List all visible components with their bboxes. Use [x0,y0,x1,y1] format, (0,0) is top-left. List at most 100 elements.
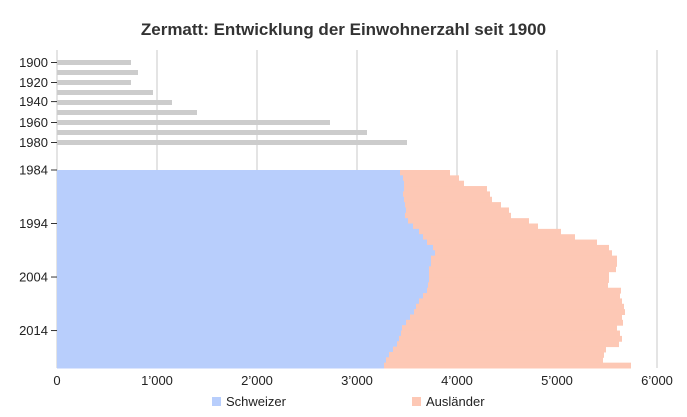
bar-auslaender-1997 [427,239,597,246]
bar-auslaender-2008 [419,298,622,305]
x-tick-label: 0 [53,373,60,388]
y-tick-label: 1940 [19,94,48,109]
bar-schweizer-1991 [57,207,406,214]
bar-auslaender-2019 [386,357,603,364]
bar-schweizer-1998 [57,244,433,251]
bar-auslaender-1992 [405,212,511,219]
census-bar-1930 [57,90,153,95]
bar-auslaender-2003 [429,271,609,278]
bar-schweizer-2019 [57,357,386,364]
chart-title: Zermatt: Entwicklung der Einwohnerzahl s… [140,20,547,39]
y-tick-label: 2004 [19,270,48,285]
bar-auslaender-2012 [406,319,623,326]
bar-auslaender-2015 [399,335,622,342]
bar-auslaender-1995 [419,228,561,235]
bar-schweizer-2001 [57,260,431,267]
bar-schweizer-1990 [57,202,405,208]
bar-auslaender-1994 [413,223,538,230]
y-tick-label: 1984 [19,163,48,178]
bar-schweizer-2003 [57,271,429,278]
bar-auslaender-1984 [400,170,450,176]
legend-label: Ausländer [426,394,485,409]
census-bar-1960 [57,120,330,125]
bar-auslaender-2009 [416,303,624,310]
x-tick-label: 3’000 [341,373,373,388]
x-tick-label: 5’000 [541,373,573,388]
bar-schweizer-2009 [57,303,416,310]
bar-auslaender-2018 [389,351,604,358]
x-tick-label: 4’000 [441,373,473,388]
bar-schweizer-2011 [57,314,410,321]
y-tick-label: 1994 [19,216,48,231]
y-tick-label: 2014 [19,323,48,338]
x-tick-label: 6’000 [641,373,673,388]
bar-auslaender-2004 [429,277,609,283]
bar-auslaender-1985 [403,175,459,182]
bar-auslaender-1988 [403,191,490,198]
bar-schweizer-2015 [57,335,399,342]
bar-schweizer-1996 [57,234,423,241]
bar-schweizer-2013 [57,325,402,332]
bar-auslaender-1990 [405,202,501,208]
bar-schweizer-1993 [57,218,408,225]
bar-auslaender-2007 [423,293,620,299]
bar-schweizer-2005 [57,282,428,289]
bar-schweizer-1997 [57,239,427,246]
y-tick-label: 1980 [19,135,48,150]
bar-schweizer-2008 [57,298,419,305]
census-bar-1970 [57,130,367,135]
bar-auslaender-1993 [408,218,529,225]
bar-auslaender-1987 [404,186,487,192]
bar-schweizer-2012 [57,319,406,326]
census-bar-1920 [57,80,131,85]
bar-schweizer-1987 [57,186,404,192]
bar-schweizer-2017 [57,346,393,353]
census-bar-1941 [57,100,172,105]
bar-schweizer-1988 [57,191,403,198]
bar-schweizer-2007 [57,293,423,299]
census-bar-1950 [57,110,197,115]
bar-schweizer-2004 [57,277,429,283]
y-tick-label: 1920 [19,75,48,90]
bar-schweizer-2016 [57,341,397,348]
x-tick-label: 1’000 [141,373,173,388]
bar-auslaender-2014 [401,330,620,337]
bar-schweizer-2014 [57,330,401,337]
bar-schweizer-2002 [57,266,429,273]
bar-schweizer-1985 [57,175,403,182]
bar-schweizer-2000 [57,255,431,262]
bar-auslaender-1999 [435,250,612,257]
bar-schweizer-2010 [57,309,414,315]
legend-swatch [412,397,421,406]
bar-auslaender-2001 [431,260,617,267]
bar-schweizer-1992 [57,212,405,219]
bar-auslaender-2016 [397,341,619,348]
bar-schweizer-2020 [57,362,384,369]
legend-label: Schweizer [226,394,287,409]
bar-auslaender-1989 [404,196,492,203]
bar-schweizer-1984 [57,170,400,176]
bar-auslaender-2017 [393,346,606,353]
bar-schweizer-2006 [57,287,427,294]
bar-auslaender-1998 [433,244,609,251]
bar-schweizer-2018 [57,351,389,358]
bar-auslaender-1991 [406,207,509,214]
bar-auslaender-2005 [428,282,608,289]
bar-auslaender-1986 [404,180,464,187]
census-bar-1910 [57,70,138,75]
bar-auslaender-2006 [427,287,621,294]
bar-schweizer-1989 [57,196,404,203]
bar-auslaender-2010 [414,309,625,315]
bar-auslaender-2002 [429,266,616,273]
x-tick-label: 2’000 [241,373,273,388]
legend-swatch [212,397,221,406]
bar-auslaender-1996 [423,234,575,241]
bar-auslaender-2000 [431,255,617,262]
bar-schweizer-1999 [57,250,435,257]
bar-schweizer-1995 [57,228,419,235]
y-tick-label: 1960 [19,115,48,130]
census-bar-1900 [57,60,131,65]
bar-schweizer-1994 [57,223,413,230]
